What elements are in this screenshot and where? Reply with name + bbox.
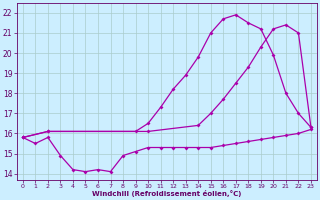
X-axis label: Windchill (Refroidissement éolien,°C): Windchill (Refroidissement éolien,°C): [92, 190, 242, 197]
